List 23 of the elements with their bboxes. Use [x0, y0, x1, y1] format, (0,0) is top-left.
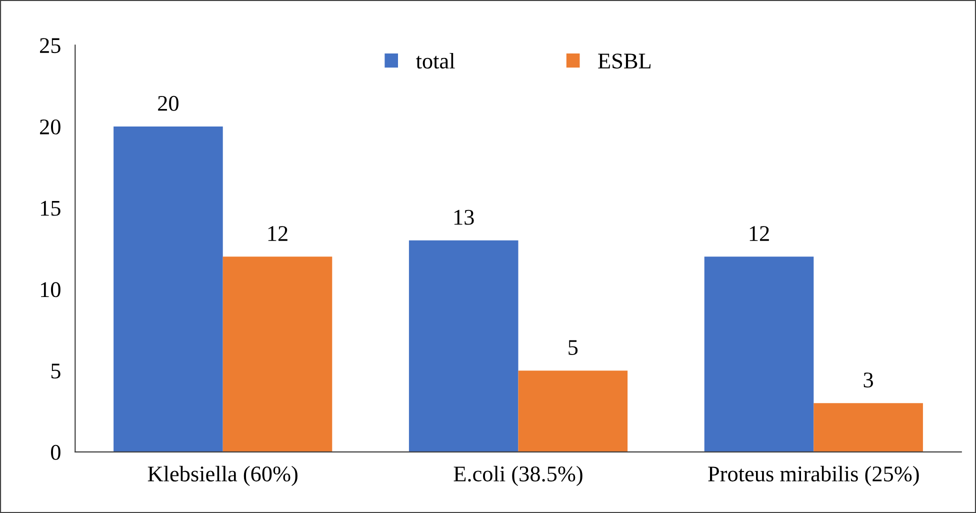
bar [518, 370, 628, 452]
data-label: 12 [750, 226, 769, 241]
data-label: 5 [568, 340, 578, 355]
x-tick-label: E.coli (38.5%) [454, 466, 582, 486]
y-tick-label: 15 [40, 200, 60, 216]
x-tick-label: Klebsiella (60%) [148, 466, 298, 486]
y-tick-label: 20 [40, 119, 60, 134]
y-tick-label: 5 [51, 364, 60, 379]
y-tick-label: 0 [51, 444, 60, 460]
legend-label: total [416, 52, 455, 69]
bar [222, 256, 332, 452]
bar [704, 256, 814, 452]
data-label: 20 [158, 96, 178, 111]
y-tick-label: 10 [40, 282, 60, 298]
data-label: 13 [454, 210, 474, 225]
bar [408, 240, 518, 452]
data-label: 12 [268, 226, 288, 241]
data-label: 3 [864, 372, 873, 388]
x-tick-label: Proteus mirabilis (25%) [708, 466, 919, 486]
y-tick-label: 25 [40, 38, 60, 54]
legend-label: ESBL [598, 54, 651, 69]
bar [114, 126, 223, 452]
bar [814, 403, 923, 452]
